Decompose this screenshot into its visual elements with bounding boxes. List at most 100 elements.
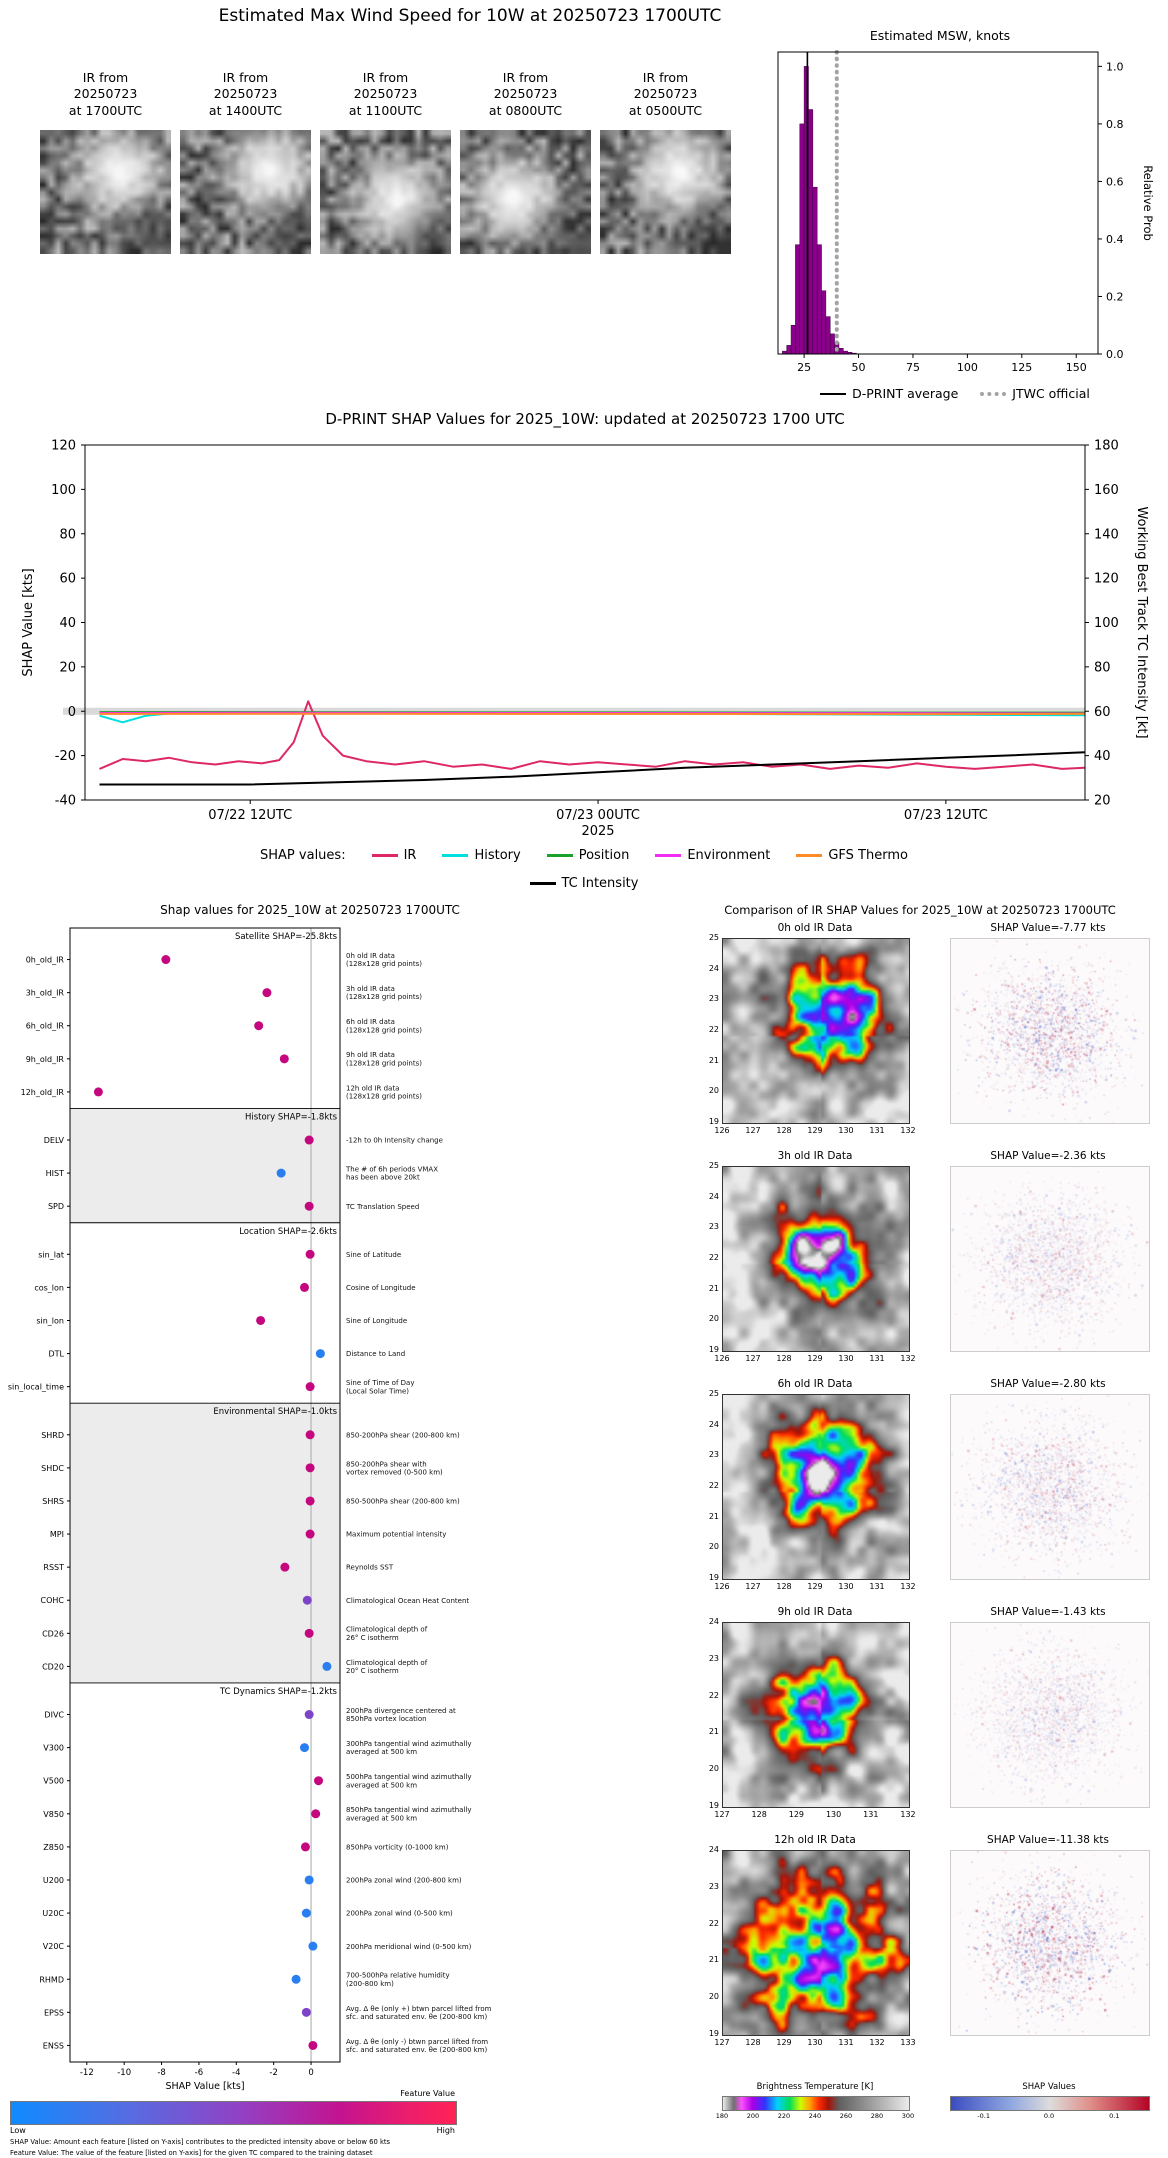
bt-tick-label: 200: [746, 2112, 760, 2120]
shap-colorbar-title: SHAP Values: [1022, 2082, 1076, 2092]
feature-name: EPSS: [44, 2008, 64, 2017]
feature-name: ENSS: [43, 2041, 64, 2050]
feature-dot: [301, 2007, 311, 2017]
feature-name: DTL: [48, 1350, 64, 1359]
feature-desc: 850-500hPa shear (200-800 km): [346, 1498, 460, 1506]
tick-label: -4: [232, 2068, 240, 2078]
legend-swatch: [820, 392, 847, 395]
y-tick-label: 23: [708, 1653, 719, 1663]
feature-desc: Sine of Latitude: [346, 1251, 401, 1259]
shap-map-0: [950, 938, 1150, 1124]
shap-panel-title-0: SHAP Value=-7.77 kts: [990, 922, 1106, 934]
group-label: Satellite SHAP=-25.8kts: [235, 932, 338, 942]
page-title: Estimated Max Wind Speed for 10W at 2025…: [218, 6, 722, 26]
feature-name: RSST: [43, 1563, 64, 1572]
histogram-ylabel: Relative Prob: [1141, 165, 1155, 241]
tick-label: 0.6: [1106, 175, 1124, 188]
x-tick-label: 131: [869, 1582, 885, 1591]
feature-desc: 200hPa zonal wind (200-800 km): [346, 1877, 462, 1885]
feature-name: 0h_old_IR: [26, 956, 65, 965]
feature-dot: [314, 1776, 324, 1786]
feature-dot: [280, 1562, 290, 1572]
y-tick-label: 21: [708, 1511, 719, 1521]
histogram-bar: [790, 324, 796, 355]
feature-name: DIVC: [44, 1711, 64, 1720]
left-axis-label: SHAP Value [kts]: [21, 568, 36, 676]
feature-name: sin_local_time: [8, 1383, 64, 1392]
shap-colorbar: [950, 2096, 1150, 2111]
feature-dot: [322, 1661, 332, 1671]
feature-name: V300: [43, 1744, 64, 1753]
y-tick-label: 20: [708, 1314, 719, 1324]
feature-dot: [305, 1249, 315, 1259]
tick-label: 07/22 12UTC: [208, 808, 292, 823]
ir-thumbnail-image: [600, 130, 731, 254]
x-tick-label: 132: [900, 1354, 916, 1363]
feature-name: SHDC: [41, 1464, 64, 1473]
ir-thumbnail-4: IR from 20250723 at 0500UTC: [600, 70, 731, 254]
x-tick-label: 130: [838, 1354, 854, 1363]
bt-tick-label: 240: [808, 2112, 822, 2120]
feature-dot: [304, 1628, 314, 1638]
y-tick-label: 24: [708, 1419, 719, 1429]
feature-desc: Sine of Longitude: [346, 1317, 407, 1325]
feature-dot: [305, 1382, 315, 1392]
histogram-bar: [812, 186, 818, 355]
shap-panel-title-2: SHAP Value=-2.80 kts: [990, 1378, 1106, 1390]
tick-label: 0.0: [1106, 348, 1124, 361]
tick-label: 0.8: [1106, 118, 1124, 131]
tick-label: -10: [117, 2068, 131, 2078]
x-tick-label: 126: [714, 1126, 730, 1135]
ir-thumbnail-1: IR from 20250723 at 1400UTC: [180, 70, 311, 254]
ir-image-4: [722, 1850, 910, 2036]
histogram-bar: [786, 345, 792, 355]
x-tick-label: 131: [869, 1354, 885, 1363]
tick-label: 150: [1066, 361, 1087, 374]
legend-label: History: [474, 848, 521, 863]
tick-label: 160: [1094, 483, 1119, 498]
tick-label: 20: [1094, 794, 1111, 809]
legend-swatch: [796, 854, 823, 857]
feature-dot: [315, 1349, 325, 1359]
feature-name: SHRD: [41, 1431, 64, 1440]
ir-thumbnail-label: IR from 20250723 at 1400UTC: [208, 70, 283, 118]
x-tick-label: 128: [751, 1810, 767, 1819]
series-ir: [99, 700, 1085, 770]
feature-name: cos_lon: [34, 1283, 64, 1292]
feature-desc: 200hPa zonal wind (0-500 km): [346, 1910, 453, 1918]
x-tick-label: 133: [900, 2038, 916, 2047]
feature-name: MPI: [50, 1530, 64, 1539]
y-tick-label: 24: [708, 1845, 719, 1854]
x-tick-label: 132: [900, 1126, 916, 1135]
shap-cbar-tick-label: 0.0: [1043, 2112, 1055, 2120]
x-tick-label: 127: [714, 1810, 730, 1819]
feature-name: 9h_old_IR: [26, 1055, 65, 1064]
y-tick-label: 21: [708, 1727, 719, 1737]
feature-desc: Reynolds SST: [346, 1564, 394, 1572]
x-tick-label: 129: [776, 2038, 792, 2047]
y-tick-label: 21: [708, 1955, 719, 1965]
x-tick-label: 128: [776, 1582, 792, 1591]
zero-band: [63, 707, 1085, 715]
feature-plot-xlabel: SHAP Value [kts]: [165, 2081, 244, 2092]
feature-dot: [304, 1710, 314, 1720]
legend-item-tc-intensity: TC Intensity: [529, 876, 638, 891]
tick-label: -40: [55, 794, 76, 809]
x-tick-label: 128: [776, 1354, 792, 1363]
feature-desc: 3h old IR data (128x128 grid points): [346, 985, 422, 1001]
group-band: [70, 1108, 340, 1223]
group-label: History SHAP=-1.8kts: [245, 1112, 338, 1122]
msw-histogram: 25 50 75 100 125 150 0.0 0.2 0.4 0.6 0.8 1.0 Relativ…: [777, 50, 1155, 374]
feature-name: V850: [43, 1810, 64, 1819]
feature-desc: Climatological depth of 26° C isotherm: [346, 1626, 428, 1642]
y-tick-label: 23: [708, 1450, 719, 1460]
year-label: 2025: [581, 824, 614, 839]
feature-name: V500: [43, 1777, 64, 1786]
y-tick-label: 22: [708, 1025, 719, 1034]
right-axis-label: Working Best Track TC Intensity [kt]: [1134, 506, 1149, 738]
tick-label: -20: [55, 749, 76, 764]
x-tick-label: 128: [745, 2038, 761, 2047]
legend-swatch: [442, 854, 469, 857]
feature-dot: [279, 1054, 289, 1064]
ir-thumbnail-2: IR from 20250723 at 1100UTC: [320, 70, 451, 254]
